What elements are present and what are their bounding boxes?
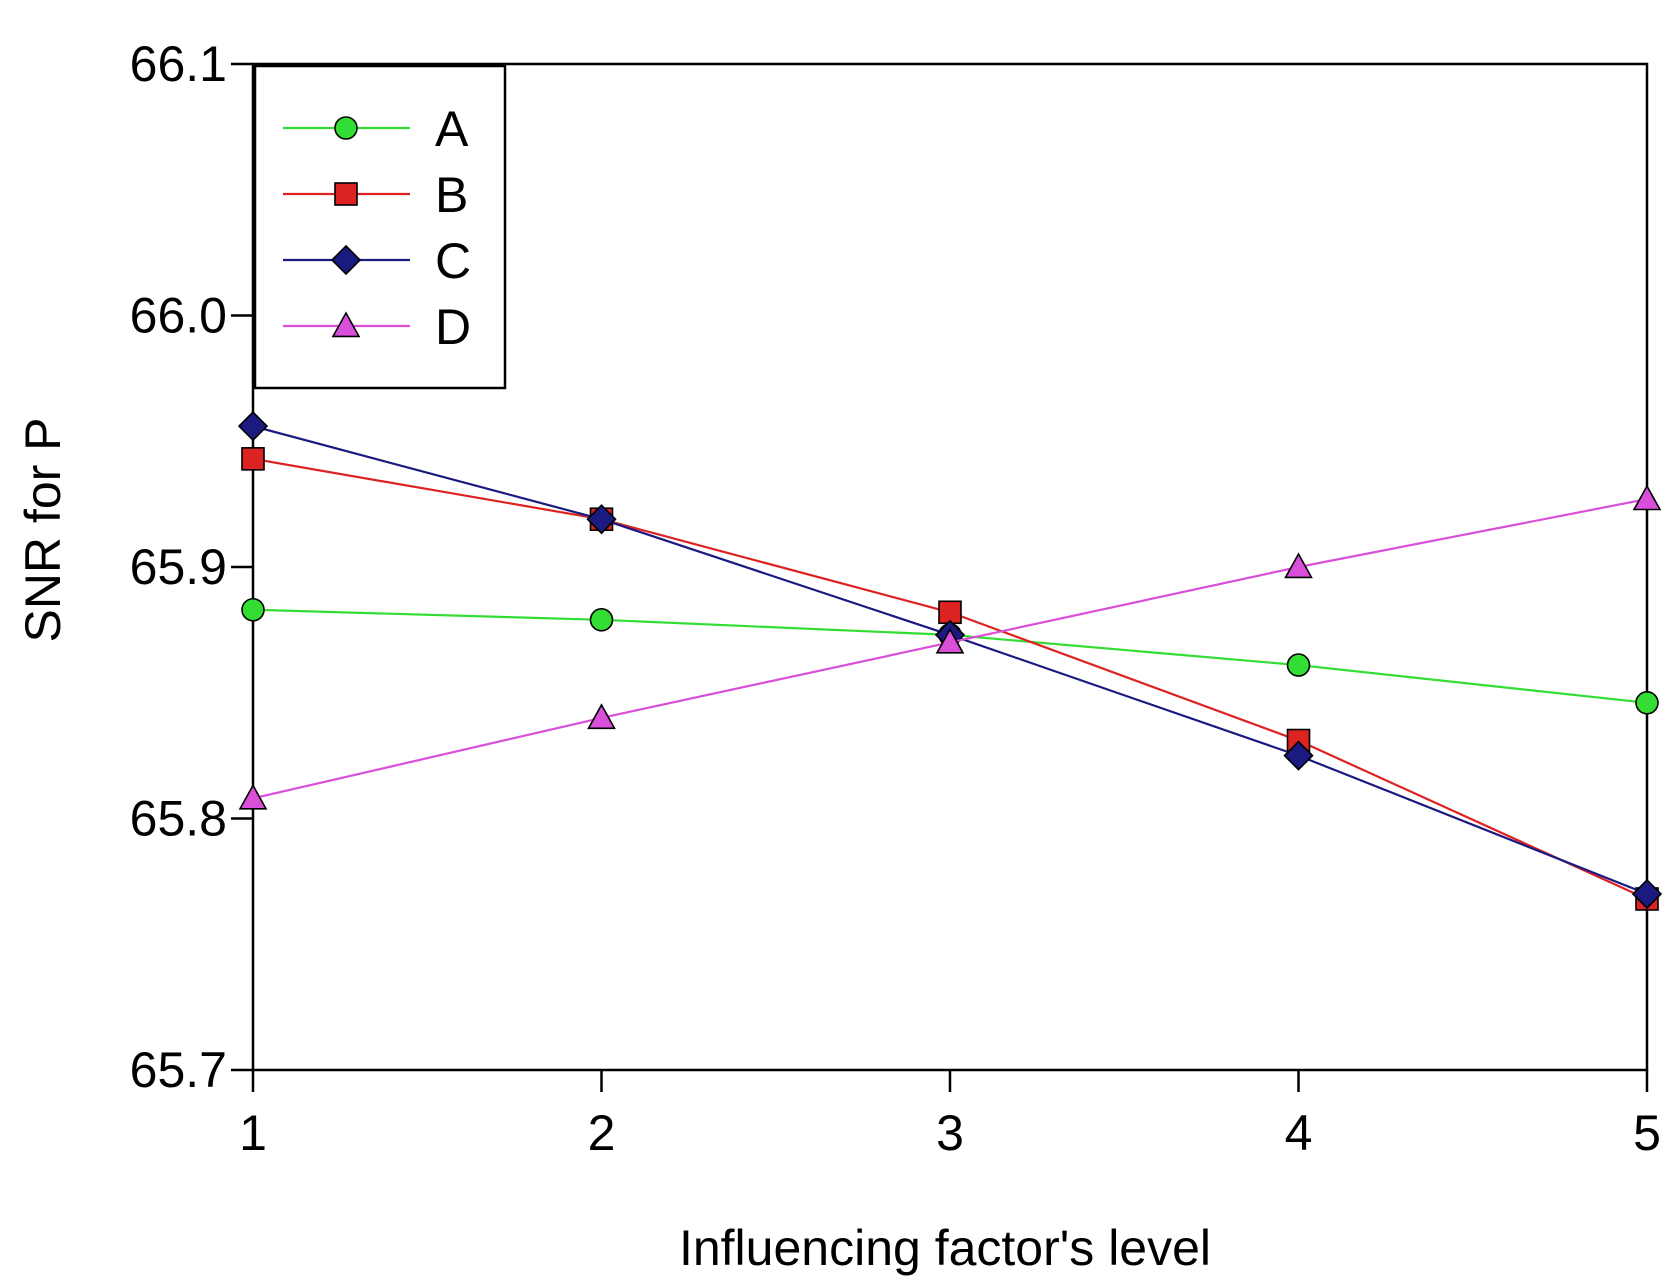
y-axis-title: SNR for P (15, 417, 71, 642)
x-axis-title: Influencing factor's level (679, 1220, 1211, 1276)
legend-label-b: B (435, 167, 468, 223)
series-b-point (241, 447, 265, 471)
legend-marker-b (334, 182, 358, 206)
x-tick-label: 1 (239, 1105, 267, 1161)
y-tick-label: 66.0 (130, 288, 227, 344)
x-tick-label: 3 (936, 1105, 964, 1161)
y-tick-label: 65.7 (130, 1042, 227, 1098)
legend-item-c: C (283, 233, 471, 289)
series-d-point (1284, 552, 1313, 579)
series-a-point (1286, 653, 1311, 677)
legend-item-a: A (283, 101, 469, 157)
axes (251, 62, 1649, 1072)
x-tick-label: 4 (1285, 1105, 1313, 1161)
legend-label-a: A (435, 101, 469, 157)
legend-label-d: D (435, 299, 471, 355)
series-a-point (589, 608, 614, 632)
legend-box (253, 64, 507, 390)
legend-item-b: B (283, 167, 468, 223)
series-d-point (1632, 484, 1662, 511)
series-c-point (1283, 740, 1314, 771)
series-group (237, 411, 1663, 911)
series-c-line (252, 425, 1648, 895)
legend-marker-c (330, 244, 362, 276)
y-tick-label: 65.9 (130, 539, 227, 595)
series-b-line (252, 457, 1648, 900)
series-c (237, 411, 1663, 910)
plot-frame (251, 62, 1649, 1072)
x-tick-label: 2 (588, 1105, 616, 1161)
legend-item-d: D (283, 299, 471, 355)
series-c-point (1631, 878, 1663, 910)
legend-marker-a (334, 116, 358, 140)
series-d-point (935, 627, 965, 654)
x-tick-label: 5 (1633, 1105, 1661, 1161)
series-d-point (238, 783, 268, 810)
series-a-point (1635, 691, 1659, 715)
y-tick-label: 66.1 (130, 36, 227, 92)
legend-label-c: C (435, 233, 471, 289)
series-a-point (241, 597, 265, 622)
series-d-point (587, 703, 616, 730)
series-c-point (586, 504, 617, 535)
y-tick-label: 65.8 (130, 791, 227, 847)
legend-marker-d (331, 311, 361, 338)
axis-ticks: 65.7 65.8 65.9 66.0 66.1 1 2 3 4 5 (130, 36, 1661, 1161)
series-b (241, 447, 1659, 911)
series-d (238, 484, 1662, 810)
series-c-point (237, 411, 269, 442)
